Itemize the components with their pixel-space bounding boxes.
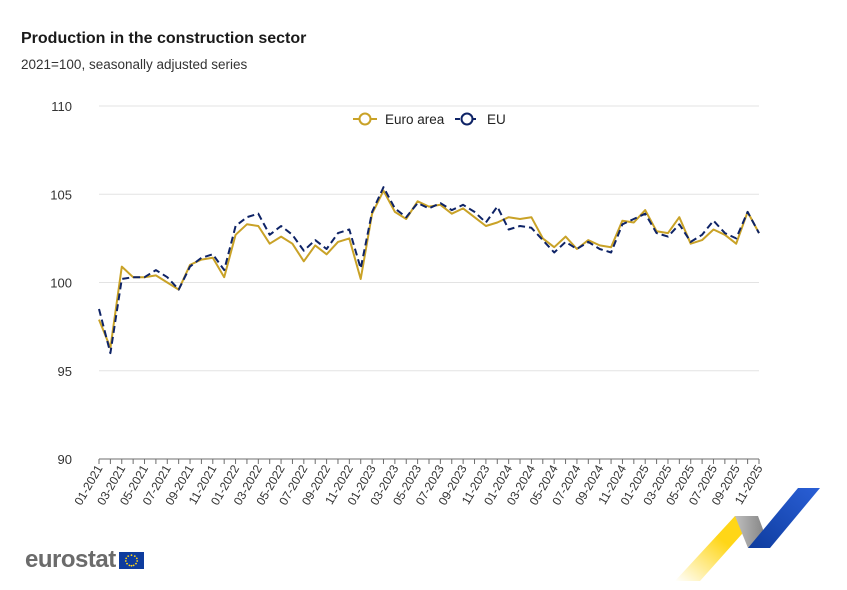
y-tick-label: 110 (51, 99, 72, 114)
y-tick-label: 90 (58, 452, 72, 467)
decorative-stripes (675, 488, 820, 581)
chart-series (98, 186, 760, 355)
chart-title: Production in the construction sector (21, 30, 307, 47)
y-tick-label: 105 (50, 187, 72, 202)
series-line-eu (98, 186, 760, 355)
eu-flag-icon (118, 551, 144, 569)
y-tick-label: 100 (50, 276, 72, 291)
x-axis: 01-202103-202105-202107-202109-202111-20… (71, 458, 766, 508)
y-tick-label: 95 (58, 364, 72, 379)
legend-marker (460, 112, 474, 126)
logo-text: eurostat (25, 546, 116, 573)
series-line-euro-area (98, 189, 760, 349)
y-axis: 90 95 100 105 110 (50, 99, 72, 467)
chart-legend: Euro area EU (353, 112, 506, 127)
legend-label[interactable]: EU (487, 112, 506, 127)
legend-label[interactable]: Euro area (385, 112, 445, 127)
grid-lines (99, 105, 759, 460)
legend-marker (358, 112, 372, 126)
chart-subtitle: 2021=100, seasonally adjusted series (21, 57, 248, 72)
eurostat-logo: eurostat (25, 546, 144, 574)
